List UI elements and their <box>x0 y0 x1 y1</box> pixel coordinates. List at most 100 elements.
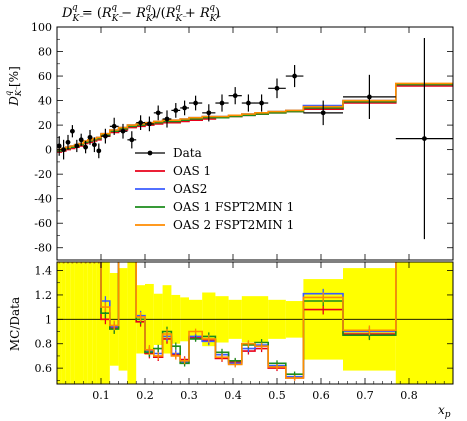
ratio-ytick-label: 1 <box>45 313 52 326</box>
data-point <box>367 94 372 100</box>
data-point <box>155 110 161 116</box>
title-lhs: D <box>61 6 73 21</box>
chart-title: DK⁻q = (RK⁻q − RK⁺q)/(RK⁻q + RK⁺q) <box>61 3 221 24</box>
title-lhs-sub: K⁻ <box>71 14 84 24</box>
ratio-band <box>70 262 75 384</box>
title-r2-sub: K⁺ <box>145 14 158 24</box>
main-panel: -80 -60 -40 -20 0 20 40 60 80 100 <box>31 21 454 261</box>
xlabel-base: x <box>438 403 445 417</box>
title-end: ) <box>215 6 220 21</box>
main-ytick-label: 100 <box>31 21 52 34</box>
data-point <box>120 128 126 134</box>
ratio-xtick-label: 0.5 <box>268 389 286 402</box>
title-r3-sup: q <box>175 3 181 13</box>
data-point <box>164 116 170 122</box>
ratio-band <box>395 262 453 384</box>
ratio-ytick-label: 1.2 <box>35 289 53 302</box>
main-series-line-0 <box>57 85 453 153</box>
main-frame <box>56 26 454 261</box>
title-r2: R <box>135 6 146 21</box>
ratio-band <box>79 262 84 384</box>
title-r4-sub: K⁺ <box>209 14 222 24</box>
data-point <box>74 143 80 149</box>
main-ylabel-sub: K⁻ <box>14 86 23 97</box>
data-point <box>78 137 84 143</box>
main-ytick-label: 20 <box>38 119 52 132</box>
legend-data-label: Data <box>173 146 202 160</box>
ratio-ytick-label: 0.6 <box>35 362 53 375</box>
title-mid: )/( <box>151 6 166 21</box>
xlabel-sub: p <box>445 410 451 420</box>
main-ylabel-sup: q <box>4 91 13 96</box>
ratio-xtick-label: 0.6 <box>312 389 330 402</box>
ratio-xtick-label: 0.2 <box>136 389 154 402</box>
title-plus: + <box>181 6 200 21</box>
data-point <box>246 100 251 106</box>
main-ytick-label: -20 <box>34 168 52 181</box>
data-point <box>182 105 188 111</box>
data-point <box>232 93 238 99</box>
legend: Data OAS 1 OAS2 OAS 1 FSPT2MIN 1 OAS 2 FSPT2… <box>135 146 294 232</box>
data-point <box>70 128 75 134</box>
title-lhs-sup: q <box>72 3 78 13</box>
data-point <box>292 73 297 79</box>
svg-text:DK⁻q [%]: DK⁻q [%] <box>4 66 23 107</box>
ratio-panel: 0.6 0.8 1 1.2 1.4 0.1 0.2 0.3 0.4 0.5 0.6 0.7 0.8 <box>35 261 454 402</box>
data-point <box>83 144 88 150</box>
main-series-line-1 <box>57 83 453 151</box>
ratio-xtick-label: 0.7 <box>356 389 374 402</box>
main-ytick-label: 60 <box>38 70 52 83</box>
data-point <box>87 134 93 140</box>
title-r4: R <box>199 6 210 21</box>
ratio-band <box>83 262 88 384</box>
ratio-band <box>127 262 137 384</box>
main-ytick-label: -80 <box>34 242 52 255</box>
data-point <box>173 107 179 113</box>
main-ylabel: DK⁻q [%] <box>4 66 23 107</box>
title-r4-sup: q <box>209 3 215 13</box>
main-ytick-label: -60 <box>34 217 52 230</box>
ratio-xtick-label: 0.1 <box>92 389 110 402</box>
ratio-band <box>87 262 93 384</box>
ratio-ylabel: MC/Data <box>8 297 22 351</box>
legend-series-label-1: OAS2 <box>173 182 207 196</box>
ratio-band <box>61 262 66 384</box>
ratio-plot-area <box>57 262 453 384</box>
main-plot-area <box>57 38 453 240</box>
ratio-ytick-label: 0.8 <box>35 338 53 351</box>
data-point <box>65 139 71 145</box>
data-point <box>92 142 97 148</box>
ratio-band <box>65 262 71 384</box>
data-point <box>147 121 152 127</box>
main-series-line-2 <box>57 83 453 152</box>
data-point <box>274 85 280 91</box>
title-r2-sup: q <box>145 3 151 13</box>
ratio-xtick-label: 0.3 <box>180 389 198 402</box>
ratio-frame <box>56 261 454 385</box>
data-point <box>219 100 225 106</box>
data-point <box>96 148 102 154</box>
data-point <box>422 136 427 141</box>
data-point <box>259 100 264 106</box>
data-point <box>320 110 326 116</box>
title-r1-sub: K⁻ <box>111 14 124 24</box>
data-point <box>111 123 117 129</box>
main-ytick-label: -40 <box>34 193 52 206</box>
legend-data-marker <box>147 150 153 156</box>
main-ytick-label: 0 <box>45 144 52 157</box>
ratio-ytick-label: 1.4 <box>35 265 53 278</box>
title-r3: R <box>165 6 176 21</box>
ratio-xtick-label: 0.4 <box>224 389 242 402</box>
title-r1-sup: q <box>111 3 117 13</box>
data-point <box>138 120 144 126</box>
ratio-xlabel: xp <box>438 403 451 420</box>
title-minus: − <box>117 6 136 21</box>
ratio-xtick-label: 0.8 <box>400 389 418 402</box>
ratio-band <box>57 262 62 384</box>
main-ylabel-base: D <box>7 96 21 107</box>
ratio-band <box>74 262 79 384</box>
title-eq: = ( <box>78 6 102 21</box>
data-point <box>206 110 212 116</box>
main-series-line-3 <box>57 82 453 151</box>
